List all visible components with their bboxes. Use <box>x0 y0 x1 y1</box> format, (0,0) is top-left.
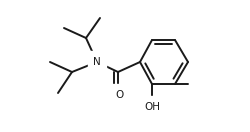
Text: N: N <box>93 57 101 67</box>
Text: OH: OH <box>144 102 160 112</box>
Text: O: O <box>115 90 123 100</box>
